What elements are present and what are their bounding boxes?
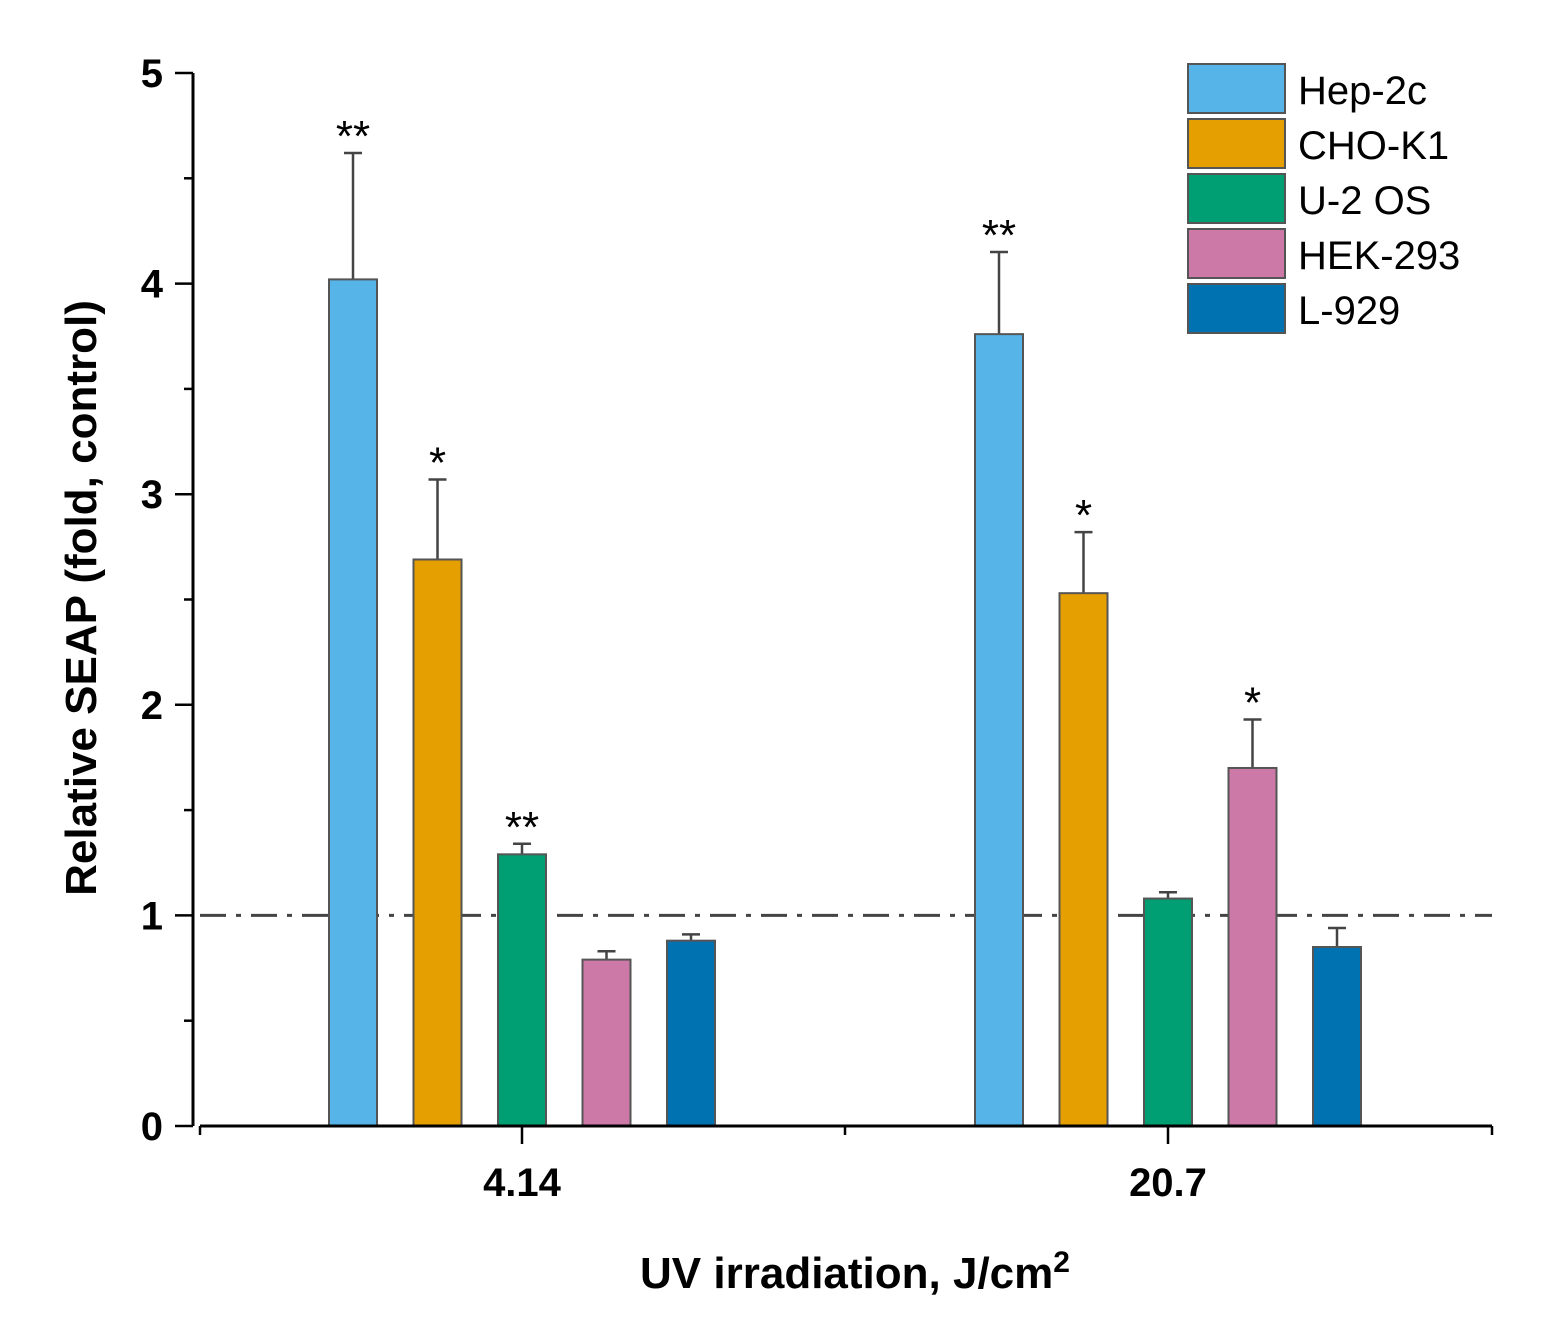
legend-swatch [1187,228,1286,279]
y-tick-label: 2 [141,684,163,728]
y-tick-label: 3 [141,473,163,517]
bar [1058,592,1109,1127]
x-axis-title-text: UV irradiation, J/cm [640,1249,1053,1298]
significance-mark: * [1244,679,1261,728]
legend-label: U-2 OS [1298,179,1431,223]
x-axis-title-superscript: 2 [1053,1246,1070,1279]
significance-mark: ** [336,112,370,161]
legend-swatch [1187,118,1286,169]
y-axis-title: Relative SEAP (fold, control) [57,300,106,896]
bar [328,278,378,1127]
y-tick-label: 0 [141,1105,163,1149]
bar [581,958,632,1127]
y-tick-label: 4 [141,263,164,307]
significance-mark: * [1075,491,1092,540]
legend-label: HEK-293 [1298,234,1460,278]
bar [1143,897,1193,1127]
bar [974,333,1024,1128]
bar [1312,945,1362,1127]
legend-label: Hep-2c [1298,69,1427,113]
legend-label: L-929 [1298,289,1400,333]
significance-mark: * [429,438,446,487]
legend-swatch [1187,283,1286,334]
bar [497,853,547,1127]
bar [412,558,463,1127]
x-tick-label: 4.14 [483,1161,562,1205]
bar [1227,766,1278,1127]
legend-swatch [1187,173,1286,224]
x-axis-title: UV irradiation, J/cm2 [640,1246,1070,1298]
significance-mark: ** [982,211,1016,260]
significance-mark: ** [505,803,539,852]
y-tick-label: 1 [141,894,163,938]
legend-swatch [1187,63,1286,114]
bar [666,939,716,1127]
x-tick-label: 20.7 [1129,1161,1207,1205]
legend-label: CHO-K1 [1298,124,1449,168]
y-tick-label: 5 [141,52,163,96]
